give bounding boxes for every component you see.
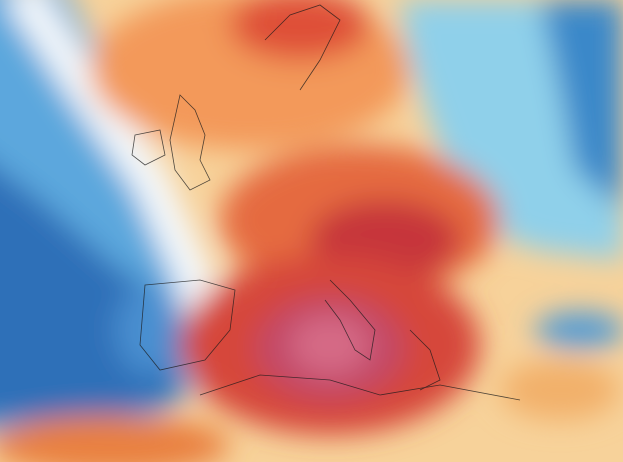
hot-center bbox=[290, 315, 370, 375]
coast-greece bbox=[409, 329, 441, 391]
coastlines bbox=[131, 4, 521, 401]
cold-iberia bbox=[115, 285, 185, 375]
warm-africa bbox=[0, 415, 230, 462]
coast-iberia bbox=[139, 279, 236, 371]
warm-east-patch bbox=[500, 360, 620, 420]
cold-core-east bbox=[540, 0, 623, 210]
coast-ireland bbox=[131, 129, 166, 166]
coast-africa bbox=[199, 374, 521, 401]
cold-east-patch bbox=[535, 312, 623, 348]
coast-italy bbox=[324, 279, 376, 361]
coast-scandinavia bbox=[264, 4, 341, 91]
coast-britain bbox=[169, 94, 211, 191]
warm-core-north bbox=[230, 0, 370, 60]
